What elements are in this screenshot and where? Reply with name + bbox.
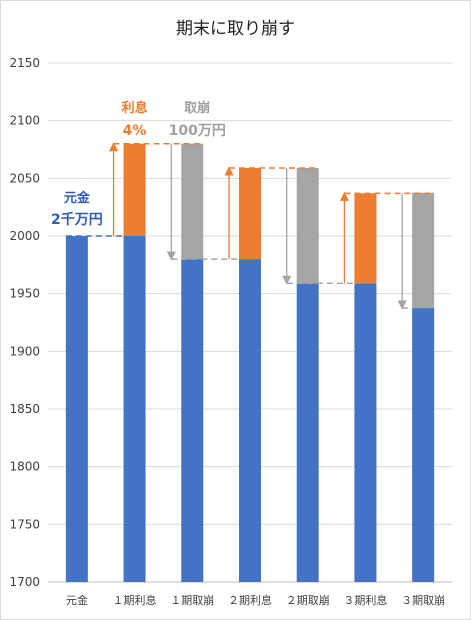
y-tick-label: 1750 xyxy=(9,517,40,531)
y-tick-label: 1800 xyxy=(9,460,40,474)
withdraw-amount-label: 100万円 xyxy=(169,123,226,139)
bar-withdraw xyxy=(412,192,435,309)
y-tick-label: 1850 xyxy=(9,402,40,416)
y-tick-label: 2150 xyxy=(9,56,40,70)
bar-principal xyxy=(239,259,261,582)
y-tick-label: 2050 xyxy=(9,171,40,185)
x-tick-label: ３期利息 xyxy=(343,593,387,607)
y-tick-label: 1700 xyxy=(9,575,40,589)
x-tick-label: ２期取崩 xyxy=(286,593,330,607)
bar-principal xyxy=(181,259,204,582)
bar-principal xyxy=(296,283,319,582)
x-tick-label: ２期利息 xyxy=(228,593,272,607)
interest-label: 利息 xyxy=(122,100,148,116)
x-tick-label: １期利息 xyxy=(113,593,157,607)
y-tick-label: 2000 xyxy=(9,229,40,243)
chart-title: 期末に取り崩す xyxy=(176,19,295,39)
y-tick-label: 1900 xyxy=(9,344,40,358)
bar-withdraw xyxy=(181,143,204,260)
bar-interest xyxy=(354,193,377,284)
bar-principal xyxy=(412,308,435,582)
bar-withdraw xyxy=(296,167,319,284)
principal-label: 元金 xyxy=(64,190,91,206)
bar-principal xyxy=(354,283,377,582)
y-tick-label: 2100 xyxy=(9,114,40,128)
x-tick-label: ３期取崩 xyxy=(401,593,445,607)
bar-principal xyxy=(65,236,88,582)
bar-interest xyxy=(123,143,146,236)
interest-rate-label: 4% xyxy=(123,123,147,139)
y-tick-label: 1950 xyxy=(9,287,40,301)
x-tick-label: 元金 xyxy=(66,593,88,607)
bar-interest xyxy=(239,167,261,260)
withdraw-label: 取崩 xyxy=(184,100,210,116)
principal-amount-label: 2千万円 xyxy=(51,211,103,228)
x-tick-label: １期取崩 xyxy=(170,593,214,607)
bar-principal xyxy=(123,236,146,582)
